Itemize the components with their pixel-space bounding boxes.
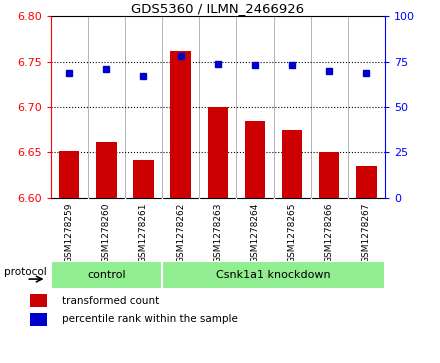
Bar: [30, 294, 48, 307]
Text: GSM1278265: GSM1278265: [288, 203, 297, 264]
Title: GDS5360 / ILMN_2466926: GDS5360 / ILMN_2466926: [131, 2, 304, 15]
Text: control: control: [87, 270, 126, 280]
Text: transformed count: transformed count: [62, 296, 159, 306]
Bar: [170, 51, 191, 198]
Text: percentile rank within the sample: percentile rank within the sample: [62, 314, 238, 324]
Bar: [282, 130, 302, 198]
Text: Csnk1a1 knockdown: Csnk1a1 knockdown: [216, 270, 331, 280]
Text: protocol: protocol: [4, 267, 47, 277]
Text: GSM1278262: GSM1278262: [176, 203, 185, 263]
Bar: [30, 313, 48, 326]
Bar: [59, 151, 79, 198]
Text: GSM1278267: GSM1278267: [362, 203, 371, 264]
Bar: [51, 261, 162, 289]
Bar: [208, 107, 228, 198]
Text: GSM1278259: GSM1278259: [65, 203, 73, 264]
Bar: [162, 261, 385, 289]
Bar: [245, 121, 265, 198]
Text: GSM1278261: GSM1278261: [139, 203, 148, 264]
Bar: [133, 160, 154, 198]
Text: GSM1278266: GSM1278266: [325, 203, 334, 264]
Text: GSM1278264: GSM1278264: [250, 203, 260, 263]
Text: GSM1278260: GSM1278260: [102, 203, 111, 264]
Bar: [356, 166, 377, 198]
Bar: [96, 142, 117, 198]
Text: GSM1278263: GSM1278263: [213, 203, 222, 264]
Bar: [319, 152, 340, 198]
